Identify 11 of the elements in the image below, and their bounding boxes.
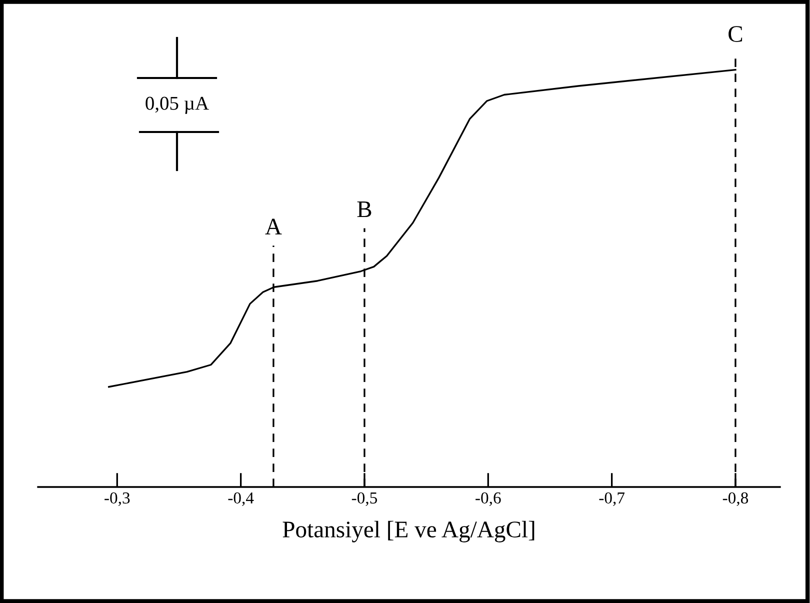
x-tick-label: -0,4 [228, 492, 254, 506]
x-axis-title: Potansiyel [E ve Ag/AgCl] [282, 520, 534, 542]
ref-line-label: C [728, 26, 742, 42]
annotation: 0,05 µA [146, 96, 209, 114]
x-tick-label: -0,5 [352, 492, 378, 506]
ref-line-label: A [265, 218, 282, 234]
x-tick-label: -0,7 [599, 492, 625, 506]
x-tick-label: -0,8 [722, 492, 748, 506]
x-tick-label: -0,3 [104, 492, 130, 506]
x-tick-label: -0,6 [476, 492, 501, 506]
ref-line-label: B [357, 202, 372, 218]
